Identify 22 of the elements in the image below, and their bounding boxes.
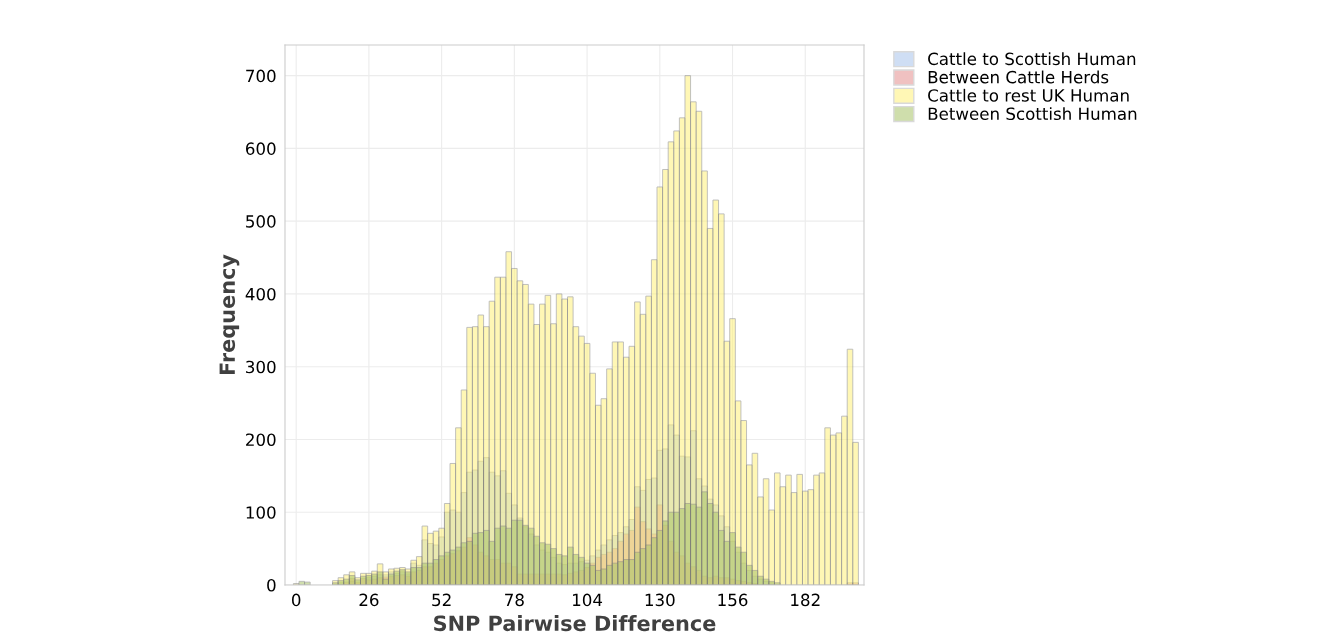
y-tick-label: 100 [246,506,276,519]
legend-label: Cattle to Scottish Human [928,52,1136,66]
y-tick-label: 500 [246,215,276,228]
x-tick-label: 182 [791,593,820,607]
y-tick-label: 400 [245,287,276,301]
x-tick-label: 78 [505,593,524,607]
legend-label: Between Cattle Herds [928,70,1109,84]
x-tick-label: 104 [573,593,603,607]
x-tick-label: 130 [645,593,675,607]
legend-label: Cattle to rest UK Human [928,88,1129,102]
y-tick-label: 0 [267,578,276,592]
x-tick-label: 156 [718,593,748,607]
y-axis-title: Frequency [219,254,240,375]
y-tick-label: 200 [246,433,276,447]
y-tick-label: 300 [246,360,276,374]
x-tick-label: 26 [359,593,379,607]
y-tick-label: 600 [246,142,276,155]
x-axis-title: SNP Pairwise Difference [434,615,716,632]
legend-label: Between Scottish Human [928,107,1137,121]
x-tick-label: 0 [291,593,301,607]
y-tick-label: 700 [246,69,276,83]
x-tick-label: 52 [432,593,451,607]
